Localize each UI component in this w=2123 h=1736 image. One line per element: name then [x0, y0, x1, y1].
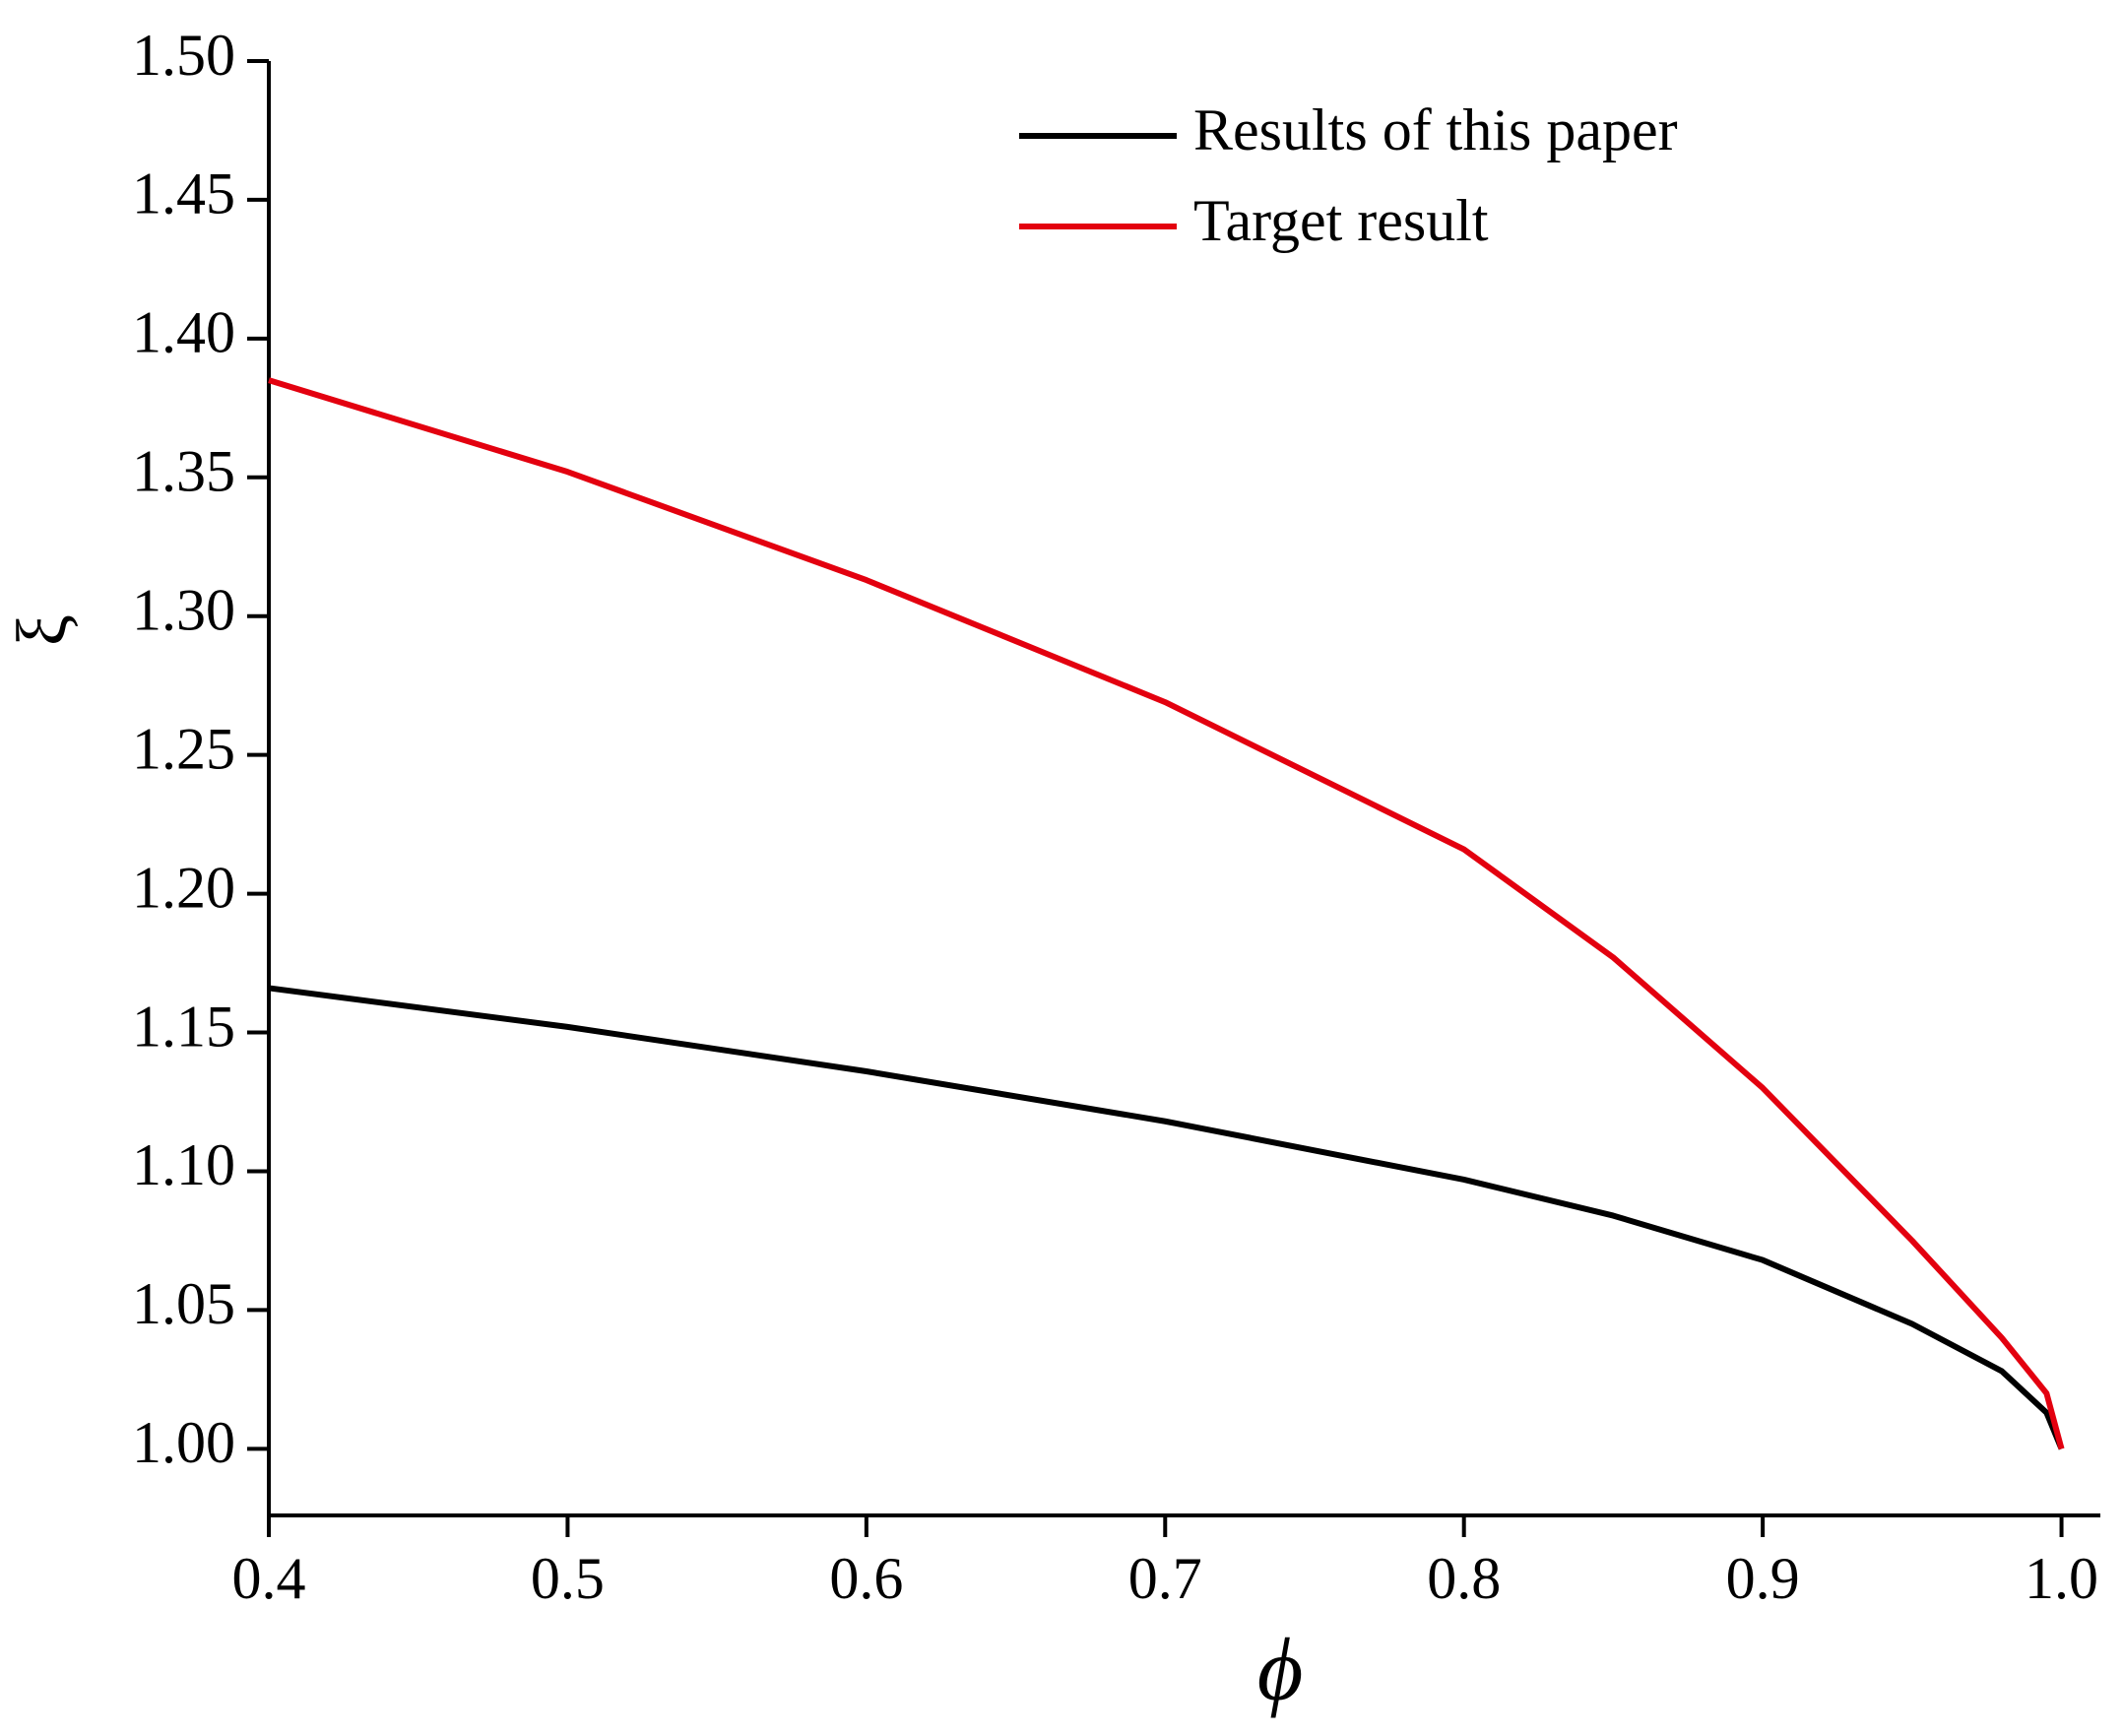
x-tick-label: 0.5: [531, 1546, 605, 1611]
x-tick-label: 0.6: [829, 1546, 903, 1611]
y-tick-label: 1.15: [132, 994, 235, 1059]
y-tick-label: 1.40: [132, 300, 235, 365]
y-tick-label: 1.05: [132, 1271, 235, 1336]
series-line: [268, 985, 2065, 1450]
y-tick-label: 1.45: [132, 161, 235, 226]
x-tick-label: 0.9: [1726, 1546, 1800, 1611]
x-tick-label: 0.8: [1427, 1546, 1501, 1611]
y-tick-label: 1.30: [132, 578, 235, 643]
y-tick-label: 1.50: [132, 23, 235, 88]
legend-label: Results of this paper: [1193, 97, 1678, 162]
y-tick-label: 1.20: [132, 855, 235, 920]
x-tick-label: 0.4: [232, 1546, 306, 1611]
y-tick-label: 1.00: [132, 1410, 235, 1475]
legend-label: Target result: [1193, 188, 1489, 253]
y-tick-label: 1.10: [132, 1132, 235, 1197]
series-line: [268, 377, 2065, 1450]
y-tick-label: 1.25: [132, 716, 235, 781]
y-tick-label: 1.35: [132, 439, 235, 504]
x-axis-label: ϕ: [1257, 1622, 1304, 1719]
x-tick-label: 1.0: [2025, 1546, 2098, 1611]
y-axis-label: ξ: [3, 614, 82, 646]
x-tick-label: 0.7: [1128, 1546, 1202, 1611]
